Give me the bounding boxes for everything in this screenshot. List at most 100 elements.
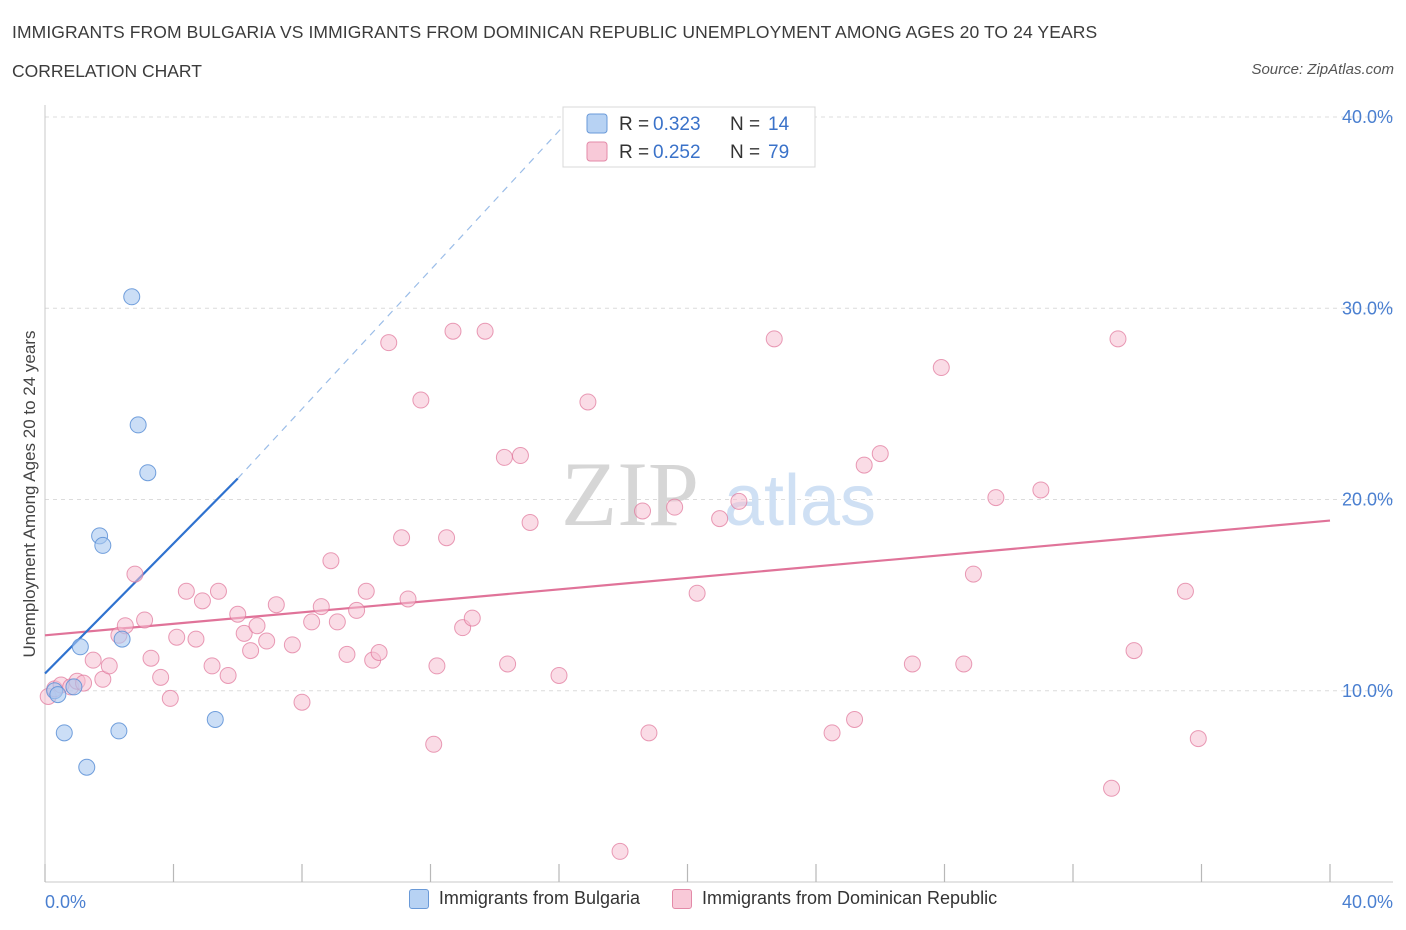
y-axis-title: Unemployment Among Ages 20 to 24 years — [20, 331, 39, 658]
watermark: ZIP atlas — [561, 443, 876, 545]
point-dominican-republic — [142, 649, 160, 667]
point-dominican-republic — [964, 565, 982, 583]
point-dominican-republic — [987, 489, 1005, 507]
point-dominican-republic — [84, 651, 102, 669]
point-dominican-republic — [855, 456, 873, 474]
point-dominican-republic — [438, 529, 456, 547]
stats-r-value-1: 0.323 — [653, 114, 701, 135]
point-dominican-republic — [955, 655, 973, 673]
x-tick-label-max: 40.0% — [1342, 892, 1393, 912]
point-dominican-republic — [187, 630, 205, 648]
point-dominican-republic — [495, 448, 513, 466]
stats-n-value-2: 79 — [768, 142, 789, 163]
point-dominican-republic — [640, 724, 658, 742]
tick-labels: 10.0% 20.0% 30.0% 40.0% 0.0% 40.0% — [45, 107, 1393, 912]
point-dominican-republic — [666, 498, 684, 516]
point-dominican-republic — [357, 582, 375, 600]
point-dominican-republic — [258, 632, 276, 650]
legend: Immigrants from Bulgaria Immigrants from… — [0, 888, 1406, 909]
chart-title: IMMIGRANTS FROM BULGARIA VS IMMIGRANTS F… — [12, 22, 1098, 42]
point-dominican-republic — [399, 590, 417, 608]
y-tick-label: 40.0% — [1342, 107, 1393, 127]
point-dominican-republic — [235, 624, 253, 642]
point-dominican-republic — [499, 655, 517, 673]
stats-n-label-2: N = — [730, 142, 760, 163]
point-bulgaria — [206, 710, 224, 728]
y-tick-labels: 10.0% 20.0% 30.0% 40.0% — [1342, 107, 1393, 701]
point-dominican-republic — [511, 447, 529, 465]
point-bulgaria — [129, 416, 147, 434]
point-dominican-republic — [370, 644, 388, 661]
stats-swatch-dominican — [586, 141, 608, 162]
stats-swatch-bulgaria — [586, 113, 608, 134]
stats-box: R = 0.323 N = 14 R = 0.252 N = 79 — [562, 106, 816, 168]
stats-r-label-2: R = — [619, 142, 649, 163]
watermark-atlas: atlas — [724, 461, 876, 541]
legend-item-dominican[interactable]: Immigrants from Dominican Republic — [671, 888, 998, 909]
point-bulgaria — [94, 536, 112, 554]
point-bulgaria — [78, 758, 96, 776]
point-dominican-republic — [521, 513, 539, 531]
point-bulgaria — [49, 686, 67, 704]
point-dominican-republic — [765, 330, 783, 348]
point-dominican-republic — [312, 598, 330, 616]
point-dominican-republic — [152, 668, 170, 686]
point-dominican-republic — [932, 359, 950, 377]
point-dominican-republic — [1176, 582, 1194, 600]
data-points — [39, 288, 1207, 860]
stats-n-value-1: 14 — [768, 114, 790, 135]
point-dominican-republic — [428, 657, 446, 675]
point-dominican-republic — [846, 710, 864, 728]
point-dominican-republic — [711, 510, 729, 528]
point-dominican-republic — [550, 666, 568, 684]
point-dominican-republic — [1103, 779, 1121, 797]
point-dominican-republic — [177, 582, 195, 600]
point-dominican-republic — [100, 657, 118, 675]
point-dominican-republic — [219, 666, 237, 684]
y-tick-label: 30.0% — [1342, 298, 1393, 318]
legend-swatch-dominican — [671, 888, 692, 909]
point-dominican-republic — [579, 393, 597, 411]
legend-label-dominican: Immigrants from Dominican Republic — [701, 888, 998, 908]
point-dominican-republic — [903, 655, 921, 673]
point-dominican-republic — [303, 613, 321, 631]
point-dominican-republic — [248, 617, 266, 635]
point-dominican-republic — [444, 322, 462, 340]
point-dominican-republic — [425, 735, 443, 753]
point-dominican-republic — [267, 596, 285, 614]
point-dominican-republic — [688, 584, 706, 602]
point-dominican-republic — [283, 636, 301, 654]
point-dominican-republic — [209, 582, 227, 600]
point-dominican-republic — [1109, 330, 1127, 348]
point-bulgaria — [65, 678, 83, 696]
y-tick-label: 20.0% — [1342, 490, 1393, 510]
point-bulgaria — [113, 630, 131, 648]
legend-swatch-bulgaria — [408, 888, 429, 909]
point-dominican-republic — [338, 645, 356, 663]
point-dominican-republic — [393, 529, 411, 547]
point-dominican-republic — [229, 605, 247, 623]
point-dominican-republic — [322, 552, 340, 570]
source-note: Source: ZipAtlas.com — [1251, 61, 1394, 78]
point-dominican-republic — [348, 601, 366, 619]
trend-line-bulgaria-extended — [237, 116, 573, 479]
point-bulgaria — [110, 722, 128, 740]
point-dominican-republic — [193, 592, 211, 610]
point-dominican-republic — [168, 628, 186, 646]
legend-item-bulgaria[interactable]: Immigrants from Bulgaria — [408, 888, 640, 909]
point-dominican-republic — [463, 609, 481, 627]
point-dominican-republic — [1125, 642, 1143, 660]
point-bulgaria — [55, 724, 73, 742]
x-tick-label-min: 0.0% — [45, 892, 86, 912]
point-bulgaria — [123, 288, 141, 306]
trend-line-dominican-republic — [44, 519, 1331, 637]
point-dominican-republic — [161, 689, 179, 707]
point-dominican-republic — [823, 724, 841, 742]
point-dominican-republic — [476, 322, 494, 340]
point-dominican-republic — [126, 565, 144, 583]
point-dominican-republic — [136, 611, 154, 629]
point-dominican-republic — [203, 657, 221, 675]
stats-r-value-2: 0.252 — [653, 142, 701, 163]
point-dominican-republic — [611, 842, 629, 860]
